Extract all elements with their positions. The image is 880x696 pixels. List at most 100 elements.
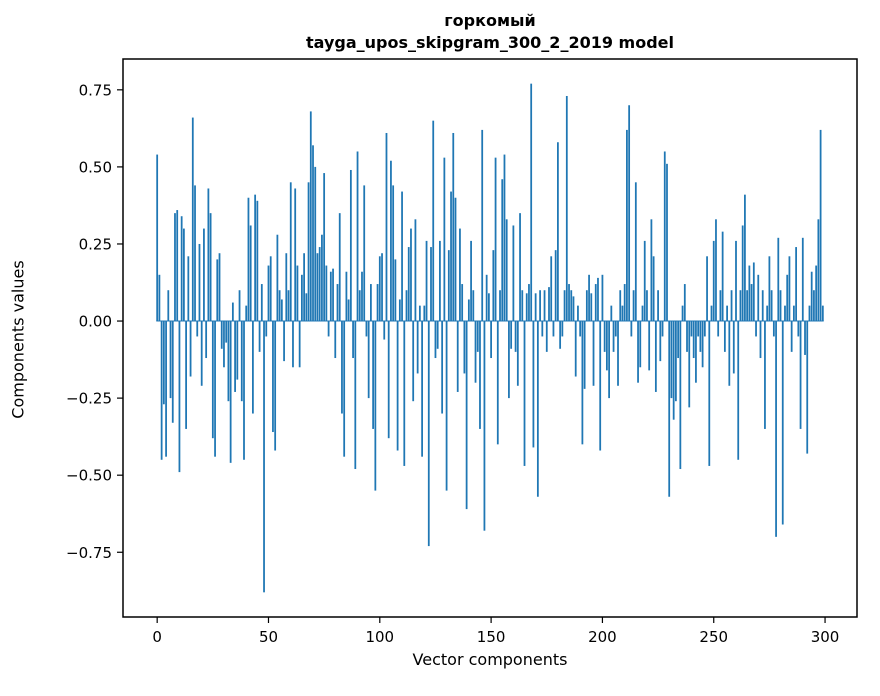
chart-bar xyxy=(781,321,784,525)
chart-bar xyxy=(670,321,673,399)
chart-bar xyxy=(810,271,813,322)
chart-bar xyxy=(394,259,397,322)
chart-bar xyxy=(370,284,372,322)
chart-bar xyxy=(432,120,435,322)
chart-bar xyxy=(550,256,553,322)
chart-bar xyxy=(813,290,815,322)
chart-bar xyxy=(737,321,740,460)
chart-bar xyxy=(641,305,644,322)
chart-bar xyxy=(523,321,526,466)
chart-bar xyxy=(654,321,657,392)
chart-bar xyxy=(338,213,341,322)
chart-bar xyxy=(494,157,497,322)
chart-bar xyxy=(280,299,283,322)
chart-bar xyxy=(741,225,744,322)
y-tick-label: −0.50 xyxy=(66,467,112,485)
chart-bar xyxy=(579,321,582,337)
chart-bar xyxy=(269,256,272,322)
y-tick-label: 0.25 xyxy=(79,235,112,253)
chart-bar xyxy=(545,321,548,352)
chart-bar xyxy=(757,274,760,322)
chart-bar xyxy=(605,321,608,371)
chart-bar xyxy=(688,321,691,408)
chart-bar xyxy=(815,265,818,322)
chart-bar xyxy=(194,185,196,322)
chart-bar xyxy=(772,321,775,337)
chart-bar xyxy=(755,321,757,337)
chart-bar xyxy=(499,290,501,322)
axes-spines xyxy=(122,58,858,618)
chart-bar xyxy=(577,305,579,322)
chart-bar xyxy=(436,321,439,349)
chart-bar xyxy=(276,234,279,322)
chart-bar xyxy=(817,219,820,322)
chart-bar xyxy=(203,228,205,322)
chart-bar xyxy=(795,247,797,322)
chart-bar xyxy=(777,237,780,322)
chart-bar xyxy=(726,305,728,322)
chart-bar xyxy=(374,321,377,491)
chart-bar xyxy=(272,321,274,433)
chart-bar xyxy=(554,250,557,322)
chart-bar xyxy=(485,274,488,322)
chart-bar xyxy=(347,299,350,322)
chart-bar xyxy=(759,321,762,359)
chart-bar xyxy=(336,284,339,322)
x-tick-label: 100 xyxy=(365,628,394,646)
chart-bar xyxy=(728,321,731,386)
chart-bar xyxy=(425,240,428,322)
chart-bar xyxy=(632,290,635,322)
chart-bar xyxy=(652,256,655,322)
x-tick-label: 250 xyxy=(699,628,728,646)
chart-bar xyxy=(318,247,321,322)
chart-bar xyxy=(739,290,742,322)
chart-bar xyxy=(200,321,203,386)
chart-bar xyxy=(703,321,706,337)
y-axis-label: Components values xyxy=(8,260,28,419)
chart-bar xyxy=(775,321,777,537)
chart-bar xyxy=(445,321,448,491)
chart-bar xyxy=(512,225,515,322)
chart-bar xyxy=(298,321,301,368)
y-tick-label: 0.50 xyxy=(79,158,112,176)
chart-bar xyxy=(207,188,210,322)
chart-bar xyxy=(543,290,546,322)
chart-bar xyxy=(352,321,354,359)
chart-bar xyxy=(189,321,192,377)
chart-bar xyxy=(503,154,506,322)
chart-bar xyxy=(501,179,504,322)
chart-bar xyxy=(294,188,297,322)
chart-bar xyxy=(385,132,388,322)
chart-bar xyxy=(528,284,530,322)
y-tick-label: −0.25 xyxy=(66,390,112,408)
chart-bar xyxy=(536,321,539,497)
chart-bar xyxy=(563,290,566,322)
chart-bar xyxy=(401,191,403,322)
y-tick-label: 0.75 xyxy=(79,81,112,99)
chart-bar xyxy=(287,290,290,322)
chart-bar xyxy=(557,142,559,322)
chart-bar xyxy=(423,305,426,322)
chart-bar xyxy=(761,290,764,322)
chart-bar xyxy=(354,321,357,470)
chart-bar xyxy=(160,321,163,460)
chart-bar xyxy=(365,321,368,337)
chart-bar xyxy=(229,321,232,463)
chart-bar xyxy=(309,111,312,322)
chart-bar xyxy=(258,321,261,352)
chart-bar xyxy=(617,321,619,386)
chart-bar xyxy=(209,213,212,322)
chart-bar xyxy=(717,321,720,337)
chart-bar xyxy=(234,321,236,392)
chart-bar xyxy=(679,321,682,470)
chart-bar xyxy=(443,157,446,322)
chart-bar xyxy=(643,240,646,322)
chart-bar xyxy=(372,321,375,429)
chart-bar xyxy=(289,182,292,322)
chart-bar xyxy=(378,256,381,322)
chart-bar xyxy=(565,95,568,322)
chart-bar xyxy=(467,299,470,322)
chart-bar xyxy=(398,299,401,322)
chart-bar xyxy=(329,271,332,322)
